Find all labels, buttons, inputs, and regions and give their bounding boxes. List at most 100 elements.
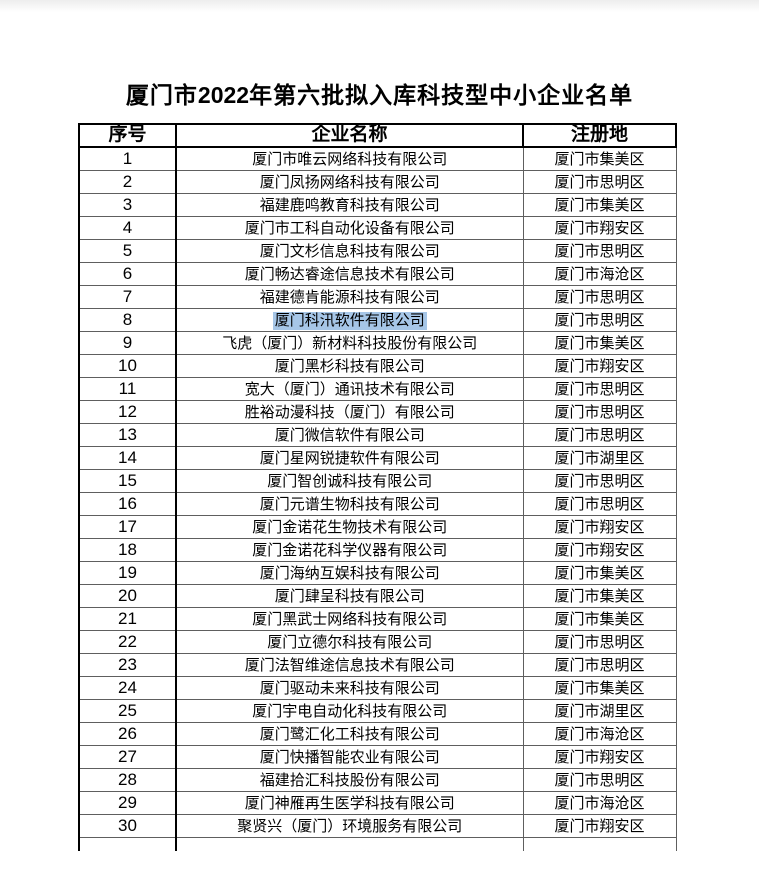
header-no: 序号 — [78, 123, 177, 148]
company-table: 序号 企业名称 注册地 1 厦门市唯云网络科技有限公司 厦门市集美区 2 厦门凤扬网络科… — [78, 123, 677, 851]
table-row: 7 福建德肯能源科技有限公司 厦门市思明区 — [78, 285, 677, 309]
company-name-text: 厦门鹭汇化工科技有限公司 — [259, 727, 440, 744]
cell-company-name: 厦门畅达睿途信息技术有限公司 — [176, 262, 524, 286]
cell-row-number: 28 — [78, 768, 177, 792]
cell-location: 厦门市湖里区 — [523, 446, 677, 470]
company-name-text: 厦门凤扬网络科技有限公司 — [259, 175, 440, 192]
cell-row-number: 12 — [78, 400, 177, 424]
table-row: 11 宽大（厦门）通讯技术有限公司 厦门市思明区 — [78, 377, 677, 401]
cell-empty — [78, 837, 177, 851]
cell-company-name: 厦门星网锐捷软件有限公司 — [176, 446, 524, 470]
table-row: 27 厦门快播智能农业有限公司 厦门市翔安区 — [78, 745, 677, 769]
page-title: 厦门市2022年第六批拟入库科技型中小企业名单 — [0, 76, 759, 110]
table-row: 13 厦门微信软件有限公司 厦门市思明区 — [78, 423, 677, 447]
cell-location: 厦门市思明区 — [523, 630, 677, 654]
cell-location: 厦门市集美区 — [523, 146, 677, 171]
cell-company-name: 厦门黑武士网络科技有限公司 — [176, 607, 524, 631]
cell-company-name: 厦门肆呈科技有限公司 — [176, 584, 524, 608]
cell-location: 厦门市集美区 — [523, 331, 677, 355]
cell-location: 厦门市海沧区 — [523, 722, 677, 746]
cell-row-number: 25 — [78, 699, 177, 723]
company-name-text: 厦门海纳互娱科技有限公司 — [259, 566, 440, 583]
cell-row-number: 3 — [78, 193, 177, 217]
table-row: 26 厦门鹭汇化工科技有限公司 厦门市海沧区 — [78, 722, 677, 746]
cell-row-number: 13 — [78, 423, 177, 447]
table-row: 2 厦门凤扬网络科技有限公司 厦门市思明区 — [78, 170, 677, 194]
company-name-text: 厦门金诺花生物技术有限公司 — [252, 520, 448, 537]
cell-location: 厦门市思明区 — [523, 170, 677, 194]
cell-location: 厦门市海沧区 — [523, 791, 677, 815]
table-row: 24 厦门驱动未来科技有限公司 厦门市集美区 — [78, 676, 677, 700]
cell-location: 厦门市集美区 — [523, 584, 677, 608]
cell-company-name: 福建拾汇科技股份有限公司 — [176, 768, 524, 792]
company-name-text: 胜裕动漫科技（厦门）有限公司 — [244, 405, 455, 422]
table-row: 19 厦门海纳互娱科技有限公司 厦门市集美区 — [78, 561, 677, 585]
cell-company-name: 福建鹿鸣教育科技有限公司 — [176, 193, 524, 217]
cell-location: 厦门市思明区 — [523, 492, 677, 516]
cell-company-name: 厦门智创诚科技有限公司 — [176, 469, 524, 493]
page-top-shadow — [0, 0, 759, 12]
company-name-text: 厦门驱动未来科技有限公司 — [259, 681, 440, 698]
cell-location: 厦门市思明区 — [523, 308, 677, 332]
cell-row-number: 26 — [78, 722, 177, 746]
cell-location: 厦门市翔安区 — [523, 745, 677, 769]
table-row: 25 厦门宇电自动化科技有限公司 厦门市湖里区 — [78, 699, 677, 723]
cell-row-number: 21 — [78, 607, 177, 631]
table-row: 9 飞虎（厦门）新材料科技股份有限公司 厦门市集美区 — [78, 331, 677, 355]
cell-location: 厦门市思明区 — [523, 377, 677, 401]
cell-row-number: 19 — [78, 561, 177, 585]
table-row: 5 厦门文杉信息科技有限公司 厦门市思明区 — [78, 239, 677, 263]
table-header-row: 序号 企业名称 注册地 — [78, 123, 677, 148]
company-table-body: 1 厦门市唯云网络科技有限公司 厦门市集美区 2 厦门凤扬网络科技有限公司 厦门市思明区 3… — [78, 146, 677, 851]
cell-company-name: 厦门科汛软件有限公司 — [176, 308, 524, 332]
company-name-text: 厦门市唯云网络科技有限公司 — [252, 152, 448, 169]
company-name-text: 福建拾汇科技股份有限公司 — [259, 773, 440, 790]
company-name-text: 厦门立德尔科技有限公司 — [267, 635, 433, 652]
cell-location: 厦门市思明区 — [523, 469, 677, 493]
company-name-text: 厦门文杉信息科技有限公司 — [259, 244, 440, 261]
cell-company-name: 厦门元谱生物科技有限公司 — [176, 492, 524, 516]
table-row: 29 厦门神雁再生医学科技有限公司 厦门市海沧区 — [78, 791, 677, 815]
cell-row-number: 6 — [78, 262, 177, 286]
table-row: 1 厦门市唯云网络科技有限公司 厦门市集美区 — [78, 146, 677, 171]
cell-empty — [523, 837, 677, 851]
company-name-text: 厦门智创诚科技有限公司 — [267, 474, 433, 491]
cell-location: 厦门市翔安区 — [523, 538, 677, 562]
header-company-name: 企业名称 — [175, 123, 524, 148]
header-location: 注册地 — [522, 123, 677, 148]
company-name-text: 厦门黑杉科技有限公司 — [274, 359, 425, 376]
cell-company-name: 厦门金诺花科学仪器有限公司 — [176, 538, 524, 562]
cell-location: 厦门市思明区 — [523, 400, 677, 424]
company-name-text: 宽大（厦门）通讯技术有限公司 — [244, 382, 455, 399]
title-year: 2022 — [197, 82, 250, 108]
cell-company-name: 厦门快播智能农业有限公司 — [176, 745, 524, 769]
company-name-text: 聚贤兴（厦门）环境服务有限公司 — [237, 819, 463, 836]
cell-row-number: 2 — [78, 170, 177, 194]
table-row: 8 厦门科汛软件有限公司 厦门市思明区 — [78, 308, 677, 332]
title-suffix: 年第六批拟入库科技型中小企业名单 — [249, 83, 634, 108]
cell-row-number: 4 — [78, 216, 177, 240]
cell-location: 厦门市思明区 — [523, 423, 677, 447]
table-row: 17 厦门金诺花生物技术有限公司 厦门市翔安区 — [78, 515, 677, 539]
cell-company-name: 厦门宇电自动化科技有限公司 — [176, 699, 524, 723]
table-row: 6 厦门畅达睿途信息技术有限公司 厦门市海沧区 — [78, 262, 677, 286]
cell-location: 厦门市湖里区 — [523, 699, 677, 723]
cell-row-number: 22 — [78, 630, 177, 654]
company-name-text: 厦门微信软件有限公司 — [274, 428, 425, 445]
cell-company-name: 厦门文杉信息科技有限公司 — [176, 239, 524, 263]
cell-row-number: 9 — [78, 331, 177, 355]
table-row-partial — [78, 837, 677, 851]
cell-company-name: 厦门海纳互娱科技有限公司 — [176, 561, 524, 585]
company-name-text: 厦门星网锐捷软件有限公司 — [259, 451, 440, 468]
title-prefix: 厦门市 — [125, 83, 198, 108]
cell-location: 厦门市海沧区 — [523, 262, 677, 286]
selected-company-name-text: 厦门科汛软件有限公司 — [272, 312, 427, 331]
table-row: 21 厦门黑武士网络科技有限公司 厦门市集美区 — [78, 607, 677, 631]
cell-company-name: 厦门法智维途信息技术有限公司 — [176, 653, 524, 677]
table-row: 22 厦门立德尔科技有限公司 厦门市思明区 — [78, 630, 677, 654]
cell-row-number: 7 — [78, 285, 177, 309]
table-row: 28 福建拾汇科技股份有限公司 厦门市思明区 — [78, 768, 677, 792]
cell-location: 厦门市思明区 — [523, 285, 677, 309]
cell-location: 厦门市思明区 — [523, 239, 677, 263]
cell-row-number: 14 — [78, 446, 177, 470]
